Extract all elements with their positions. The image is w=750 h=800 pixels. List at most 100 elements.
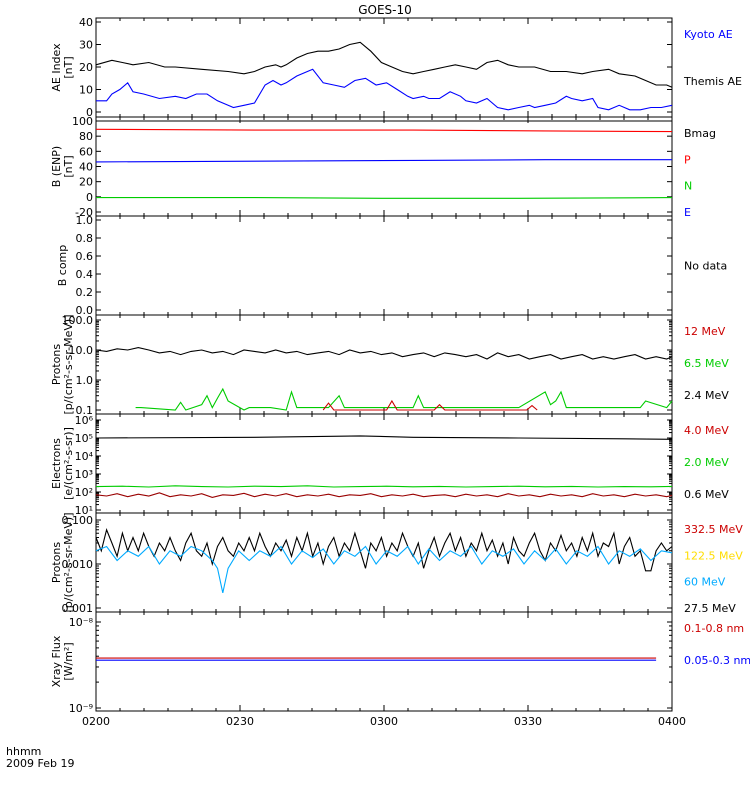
y-tick-label: 100.0 (62, 314, 94, 327)
y-tick-label: 10⁵ (75, 432, 93, 445)
panel-frame (95, 116, 673, 217)
y-axis-label: Electrons (50, 438, 63, 489)
panel-xray: 10⁻⁹ 10⁻⁸ Xray Flux [W/m²] 0.1-0.8 nm 0.05-0.… (50, 611, 750, 715)
panel-electrons: 10¹ 10² 10³ 10⁴ 10⁵ 10⁶ Electrons [e/(cm²-s-sr)… (50, 413, 729, 517)
x-tick-label: 0400 (658, 715, 686, 728)
time-axis: 0200 0230 0300 0330 0400 (82, 715, 686, 728)
legend-item: No data (684, 260, 727, 273)
y-tick-label: 0.001 (62, 602, 94, 615)
series-themis-ae (95, 41, 673, 88)
y-axis-label: Xray Flux (50, 635, 63, 687)
legend-item: Bmag (684, 127, 716, 140)
y-axis-label: Protons (50, 542, 63, 583)
y-tick-label: 10⁻⁹ (69, 702, 93, 715)
legend-item: 0.6 MeV (684, 488, 729, 501)
series-60-mev (95, 545, 673, 594)
y-axis-label: Protons (50, 344, 63, 385)
y-tick-label: 0.8 (76, 232, 94, 245)
y-axis-label: B comp (56, 245, 69, 287)
panel-frame (95, 314, 673, 415)
y-tick-label: 0.4 (76, 268, 94, 281)
panel-protons_low: 0.1 1.0 10.0 100.0 Protons [p/(cm²-s-sr-MeV)]… (50, 314, 729, 417)
y-axis-label: AE Index (50, 43, 63, 92)
series-12-mev (322, 399, 538, 411)
y-tick-label: 60 (79, 145, 93, 158)
legend-item: 4.0 MeV (684, 424, 729, 437)
y-tick-label: 1.0 (76, 374, 94, 387)
y-tick-label: 10⁴ (75, 450, 94, 463)
panel-frame (95, 413, 673, 514)
date-label: 2009 Feb 19 (6, 757, 74, 770)
legend-item: 27.5 MeV (684, 602, 736, 615)
figure-title: GOES-10 (358, 3, 412, 17)
legend-item: 332.5 MeV (684, 523, 743, 536)
y-tick-label: -20 (75, 206, 93, 219)
panel-frame (95, 512, 673, 613)
y-axis-label: [nT] (62, 56, 75, 78)
series-6-5-mev (135, 387, 673, 411)
y-tick-label: 0.6 (76, 250, 94, 263)
legend-item: N (684, 180, 692, 193)
y-tick-label: 10² (75, 486, 93, 499)
series-2-0-mev (95, 485, 673, 488)
x-tick-label: 0230 (226, 715, 254, 728)
y-tick-label: 10.0 (69, 344, 94, 357)
panel-frame (95, 611, 673, 712)
y-tick-label: 0.1 (76, 404, 94, 417)
series-0-6-mev (95, 435, 673, 440)
panel-protons_high: 0.001 0.010 0.100 Protons [p/(cm²-s-sr-MeV)]… (50, 512, 743, 615)
time-axis-unit-label: hhmm (6, 745, 41, 758)
legend-item: Kyoto AE (684, 28, 733, 41)
y-tick-label: 0.010 (62, 558, 94, 571)
y-axis-label: [p/(cm²-s-sr-MeV)] (62, 315, 75, 415)
y-tick-label: 20 (79, 61, 93, 74)
y-tick-label: 100 (72, 115, 93, 128)
y-tick-label: 10 (79, 84, 93, 97)
legend-item: 2.4 MeV (684, 389, 729, 402)
y-axis-label: [W/m²] (62, 642, 75, 680)
series-p (95, 128, 673, 133)
y-tick-label: 40 (79, 16, 93, 29)
y-tick-label: 10¹ (75, 504, 93, 517)
y-tick-label: 0.0 (76, 304, 94, 317)
y-tick-label: 0 (86, 106, 93, 119)
series-n (96, 197, 673, 199)
legend-item: 0.05-0.3 nm (684, 654, 750, 667)
y-tick-label: 0.2 (76, 286, 94, 299)
legend-item: 60 MeV (684, 576, 726, 589)
y-tick-label: 1.0 (76, 214, 94, 227)
series-e (95, 159, 672, 163)
panel-bcomp: 0.0 0.2 0.4 0.6 0.8 1.0 B comp No data (56, 214, 727, 317)
panel-ae: 0 10 20 30 40 AE Index [nT] Kyoto AE Themis AE (50, 16, 742, 119)
x-tick-label: 0330 (514, 715, 542, 728)
legend-item: 6.5 MeV (684, 357, 729, 370)
series-kyoto-ae (96, 68, 673, 111)
x-tick-label: 0200 (82, 715, 110, 728)
y-tick-label: 80 (79, 130, 93, 143)
y-axis-label: [e/(cm²-s-sr)] (62, 427, 75, 500)
y-tick-label: 20 (79, 176, 93, 189)
legend-item: 12 MeV (684, 325, 726, 338)
y-tick-label: 30 (79, 39, 93, 52)
y-tick-label: 10³ (75, 468, 93, 481)
y-axis-label: [p/(cm²-s-sr-MeV)] (62, 513, 75, 613)
legend-item: E (684, 206, 691, 219)
x-tick-label: 0300 (370, 715, 398, 728)
y-axis-label: B (ENP) (50, 146, 63, 187)
legend-item: 2.0 MeV (684, 456, 729, 469)
y-tick-label: 10⁻⁸ (69, 616, 94, 629)
series-4-0-mev (95, 492, 673, 498)
panel-bfield: -20 0 20 40 60 80 100 B (ENP) [nT] Bmag P NE (50, 115, 716, 219)
series-27-5-mev (95, 528, 673, 572)
legend-item: 0.1-0.8 nm (684, 622, 744, 635)
legend-item: 122.5 MeV (684, 549, 743, 562)
y-axis-label: [nT] (62, 155, 75, 177)
y-tick-label: 10⁶ (75, 414, 94, 427)
legend-item: P (684, 153, 691, 166)
y-tick-label: 40 (79, 161, 93, 174)
y-tick-label: 0.100 (62, 514, 94, 527)
legend-item: Themis AE (683, 75, 742, 88)
y-tick-label: 0 (86, 191, 93, 204)
